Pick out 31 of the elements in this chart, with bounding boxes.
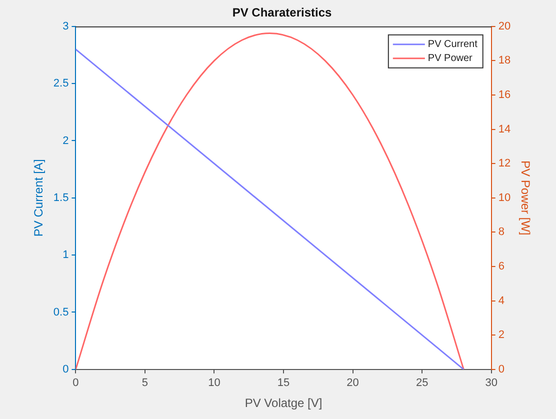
x-tick-label: 30 (485, 377, 498, 390)
legend-label: PV Current (428, 39, 478, 50)
y2-axis-title: PV Power [W] (518, 160, 532, 236)
y-tick-label: 2.5 (53, 78, 69, 90)
y2-tick-label: 16 (498, 89, 511, 102)
y2-tick-label: 20 (498, 20, 511, 32)
y-tick-label: 2 (62, 134, 69, 147)
y2-tick-label: 18 (498, 54, 511, 67)
y2-tick-label: 10 (498, 192, 511, 204)
y2-tick-label: 6 (498, 260, 504, 273)
x-tick-label: 5 (142, 377, 148, 390)
y-axis-title: PV Current [A] (32, 159, 46, 237)
y2-tick-label: 12 (498, 158, 511, 170)
x-tick-label: 15 (277, 377, 290, 390)
x-tick-label: 0 (72, 377, 79, 390)
chart-title: PV Charateristics (232, 6, 332, 20)
y2-tick-label: 8 (498, 226, 504, 238)
y2-tick-label: 0 (498, 363, 504, 376)
y-tick-label: 0 (62, 363, 69, 376)
y-tick-label: 1 (62, 249, 69, 262)
legend-label: PV Power (428, 53, 474, 64)
y2-tick-label: 4 (498, 294, 504, 307)
y-tick-label: 1.5 (53, 192, 69, 204)
y2-tick-label: 2 (498, 329, 504, 342)
y-tick-label: 3 (62, 20, 69, 32)
x-tick-label: 25 (416, 377, 428, 390)
x-tick-label: 10 (208, 377, 220, 390)
x-tick-label: 20 (346, 377, 359, 390)
y-tick-label: 0.5 (53, 306, 69, 318)
y2-tick-label: 14 (498, 123, 511, 136)
x-axis-title: PV Volatge [V] (244, 396, 322, 410)
